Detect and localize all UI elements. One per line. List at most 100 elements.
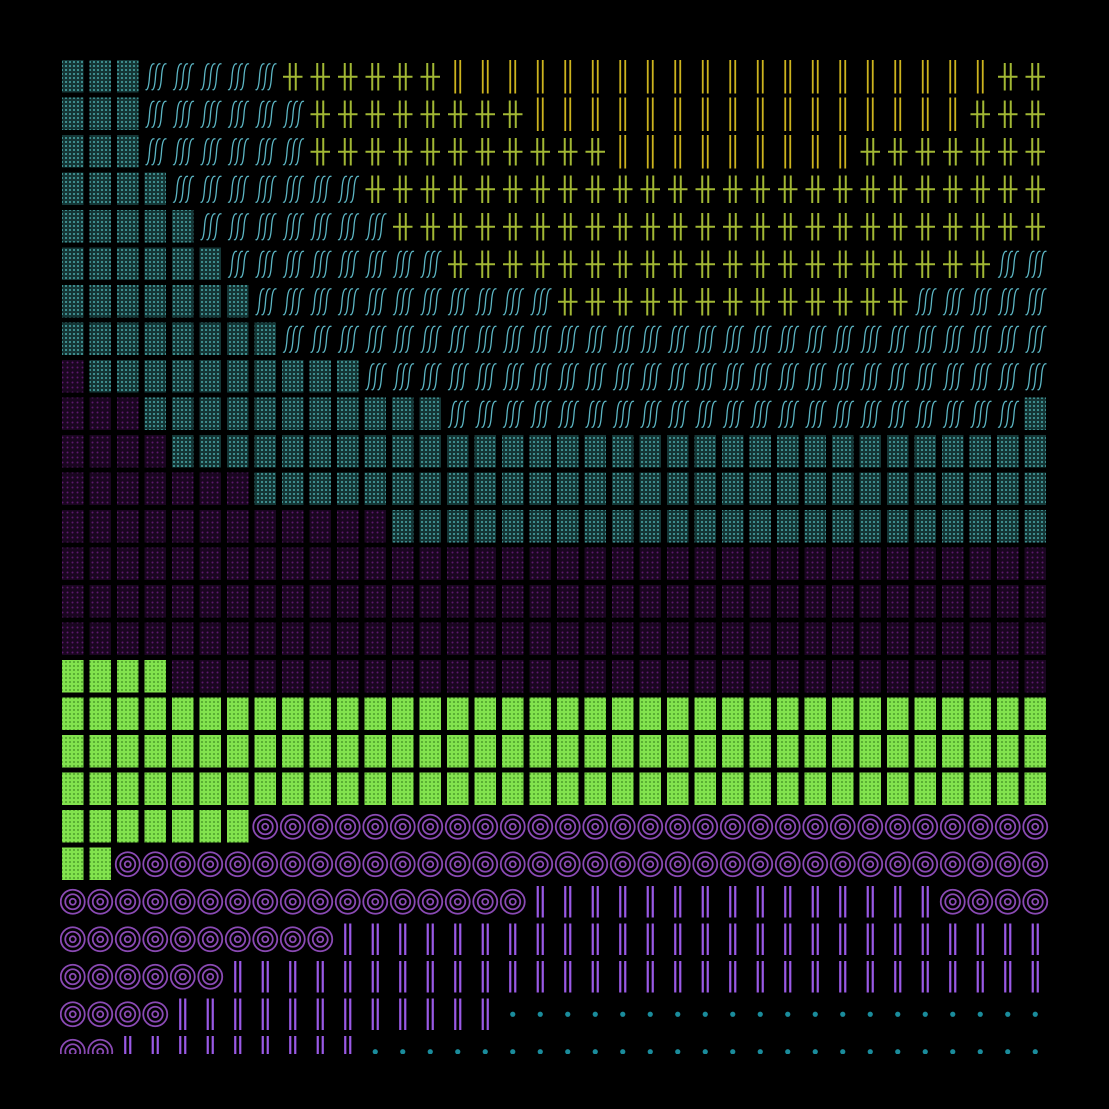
ring-glyph <box>449 893 467 911</box>
bar-glyph <box>866 60 874 94</box>
line-glyph <box>674 886 682 918</box>
cross-glyph <box>833 288 853 316</box>
green-block <box>447 772 469 805</box>
dotted-block <box>199 397 221 430</box>
ring-glyph <box>169 888 196 915</box>
dotted-block <box>474 510 496 543</box>
cross-glyph <box>695 213 715 241</box>
green-block <box>667 697 689 730</box>
ring-glyph <box>669 855 687 873</box>
purple-dot-block <box>254 547 276 580</box>
ring-glyph <box>398 897 407 906</box>
purple-dot-block <box>777 660 799 693</box>
ring-glyph <box>201 855 219 873</box>
purple-dot-block <box>584 622 606 655</box>
cross-glyph <box>393 138 413 166</box>
dot-glyph <box>922 1049 928 1054</box>
purple-dot-block <box>749 547 771 580</box>
purple-dot-block <box>254 660 276 693</box>
green-block <box>859 735 881 768</box>
purple-dot-block <box>612 622 634 655</box>
ring-glyph <box>582 851 609 878</box>
green-block <box>584 735 606 768</box>
ring-glyph <box>829 851 856 878</box>
purple-dot-block <box>337 510 359 543</box>
dot-glyph <box>812 1011 818 1017</box>
slash-glyph <box>915 325 937 353</box>
cross-glyph <box>970 175 990 203</box>
slash-glyph <box>530 400 552 428</box>
dotted-block <box>392 472 414 505</box>
ring-glyph <box>444 888 471 915</box>
line-glyph <box>179 1036 187 1054</box>
line-glyph <box>289 1036 297 1054</box>
cross-glyph <box>558 175 578 203</box>
ring-glyph <box>206 972 215 981</box>
green-block <box>447 697 469 730</box>
ring-glyph <box>614 855 632 873</box>
purple-dot-block <box>557 622 579 655</box>
cross-glyph <box>998 100 1018 128</box>
dot-glyph <box>977 1011 983 1017</box>
green-block <box>474 697 496 730</box>
ring-glyph <box>169 926 196 953</box>
line-glyph <box>426 961 434 993</box>
purple-dot-block <box>62 360 84 393</box>
ring-glyph <box>499 851 526 878</box>
dotted-block <box>89 360 111 393</box>
ring-glyph <box>96 1047 105 1054</box>
ring-glyph <box>362 813 389 840</box>
ring-glyph <box>334 888 361 915</box>
line-glyph <box>701 961 709 993</box>
ring-glyph <box>362 851 389 878</box>
dot-glyph <box>702 1049 708 1054</box>
line-glyph <box>261 961 269 993</box>
line-glyph <box>619 886 627 918</box>
purple-dot-block <box>1024 622 1046 655</box>
green-block <box>62 772 84 805</box>
green-block <box>89 772 111 805</box>
dotted-block <box>309 397 331 430</box>
purple-dot-block <box>914 660 936 693</box>
ring-glyph <box>806 818 824 836</box>
cross-glyph <box>833 175 853 203</box>
slash-glyph <box>200 175 222 203</box>
dotted-block <box>969 472 991 505</box>
line-glyph <box>344 961 352 993</box>
ring-glyph <box>861 818 879 836</box>
purple-dot-block <box>309 510 331 543</box>
dot-glyph <box>565 1049 571 1054</box>
purple-dot-block <box>392 622 414 655</box>
purple-dot-block <box>667 622 689 655</box>
ring-glyph <box>256 818 274 836</box>
purple-dot-block <box>199 660 221 693</box>
ring-glyph <box>476 818 494 836</box>
green-block <box>392 697 414 730</box>
green-block <box>529 697 551 730</box>
dotted-block <box>144 210 166 243</box>
green-block <box>887 735 909 768</box>
ring-glyph <box>948 860 957 869</box>
slash-glyph <box>255 175 277 203</box>
ring-glyph <box>284 893 302 911</box>
ring-glyph <box>343 822 352 831</box>
dotted-block <box>584 435 606 468</box>
green-block <box>832 697 854 730</box>
bar-glyph <box>674 97 682 131</box>
ring-glyph <box>531 818 549 836</box>
slash-glyph <box>887 325 910 353</box>
ring-glyph <box>724 855 742 873</box>
dotted-block <box>144 247 166 280</box>
ring-glyph <box>123 935 132 944</box>
line-glyph <box>261 1036 269 1054</box>
slash-glyph <box>777 325 800 353</box>
ring-glyph <box>371 860 380 869</box>
purple-dot-block <box>887 622 909 655</box>
dot-glyph <box>455 1049 461 1054</box>
line-glyph <box>619 961 627 993</box>
line-glyph <box>949 923 957 955</box>
bar-glyph <box>729 60 737 94</box>
purple-dot-block <box>474 660 496 693</box>
ring-glyph <box>948 897 957 906</box>
slash-glyph <box>997 250 1020 278</box>
